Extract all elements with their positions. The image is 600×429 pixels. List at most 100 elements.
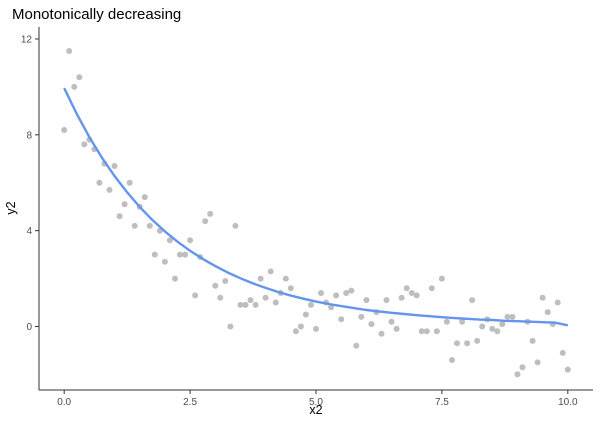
data-point: [81, 141, 88, 148]
data-point: [423, 328, 430, 335]
data-point: [182, 251, 189, 258]
data-point: [177, 251, 183, 258]
data-point: [358, 313, 365, 320]
data-point: [534, 359, 541, 366]
data-point: [554, 299, 561, 306]
data-point: [393, 325, 400, 332]
data-point: [282, 275, 289, 282]
data-point: [494, 328, 501, 335]
x-tick-label: 10.0: [558, 397, 578, 408]
data-point: [141, 194, 148, 201]
data-point: [438, 275, 445, 282]
data-point: [71, 83, 78, 90]
x-tick-label: 0.0: [57, 397, 71, 408]
data-point: [302, 311, 309, 318]
data-point: [146, 222, 153, 229]
data-point: [418, 328, 425, 335]
data-point: [368, 321, 375, 328]
data-point: [428, 285, 435, 292]
data-point: [308, 301, 314, 308]
data-point: [106, 186, 113, 193]
data-point: [292, 328, 299, 335]
data-point: [544, 309, 551, 316]
data-point: [126, 179, 133, 186]
x-tick-label: 5.0: [309, 397, 323, 408]
x-tick-label: 2.5: [183, 397, 197, 408]
fit-line: [63, 87, 569, 327]
data-point: [413, 292, 420, 299]
data-point: [166, 237, 173, 244]
data-point: [287, 285, 294, 292]
fit-line-layer: [63, 87, 569, 327]
y-axis-label: y2: [4, 201, 18, 214]
data-point: [192, 292, 199, 299]
data-point: [398, 294, 405, 301]
data-point: [499, 321, 506, 328]
data-point: [257, 275, 264, 282]
data-point: [202, 218, 209, 225]
data-point: [539, 294, 546, 301]
data-point: [272, 299, 279, 306]
data-point: [449, 357, 455, 363]
data-point: [207, 210, 214, 217]
data-point: [459, 318, 466, 325]
y-axis-ticks: 0 4 8 12: [21, 34, 39, 333]
data-point: [151, 251, 158, 258]
x-tick-label: 7.5: [435, 397, 449, 408]
data-point: [529, 337, 536, 344]
data-point: [519, 364, 526, 371]
data-point: [222, 278, 229, 284]
data-point: [212, 282, 219, 289]
y-tick-label: 8: [26, 130, 32, 141]
data-point: [443, 318, 450, 325]
data-point: [408, 290, 415, 296]
data-point: [76, 74, 83, 81]
data-point: [363, 297, 370, 304]
data-point: [121, 201, 128, 208]
data-point: [383, 297, 390, 304]
data-point: [353, 342, 360, 349]
data-point: [262, 294, 269, 301]
data-point: [564, 366, 571, 373]
data-point: [338, 316, 345, 323]
data-point: [403, 285, 410, 292]
data-point: [313, 325, 319, 332]
data-point: [479, 323, 486, 330]
data-point: [464, 340, 471, 347]
data-point: [242, 301, 249, 308]
data-point: [227, 323, 234, 330]
x-axis-ticks: 0.0 2.5 5.0 7.5 10.0: [57, 390, 578, 408]
y-tick-label: 4: [26, 226, 32, 237]
data-point: [66, 48, 73, 54]
data-point: [297, 323, 304, 330]
data-point: [232, 222, 239, 229]
data-point: [131, 222, 138, 229]
data-point: [161, 258, 168, 265]
chart-title: Monotonically decreasing: [12, 6, 181, 23]
data-point: [237, 301, 244, 308]
data-point: [318, 290, 324, 296]
data-point: [217, 294, 224, 301]
data-point: [333, 292, 340, 299]
data-point: [504, 313, 511, 320]
data-point: [559, 349, 566, 356]
data-point: [509, 313, 516, 320]
data-point: [172, 275, 178, 282]
data-point: [474, 337, 481, 344]
data-point: [187, 237, 194, 244]
data-point: [247, 297, 254, 304]
data-point: [252, 301, 259, 308]
data-point: [111, 163, 118, 169]
data-point: [116, 213, 123, 220]
y-tick-label: 12: [21, 34, 33, 45]
data-point: [96, 179, 103, 186]
data-point: [514, 371, 521, 378]
x-axis-label: x2: [309, 403, 322, 417]
points-layer: [61, 48, 571, 378]
data-point: [433, 328, 440, 335]
data-point: [469, 297, 476, 304]
data-point: [378, 330, 385, 337]
data-point: [267, 268, 274, 275]
data-point: [348, 287, 355, 294]
